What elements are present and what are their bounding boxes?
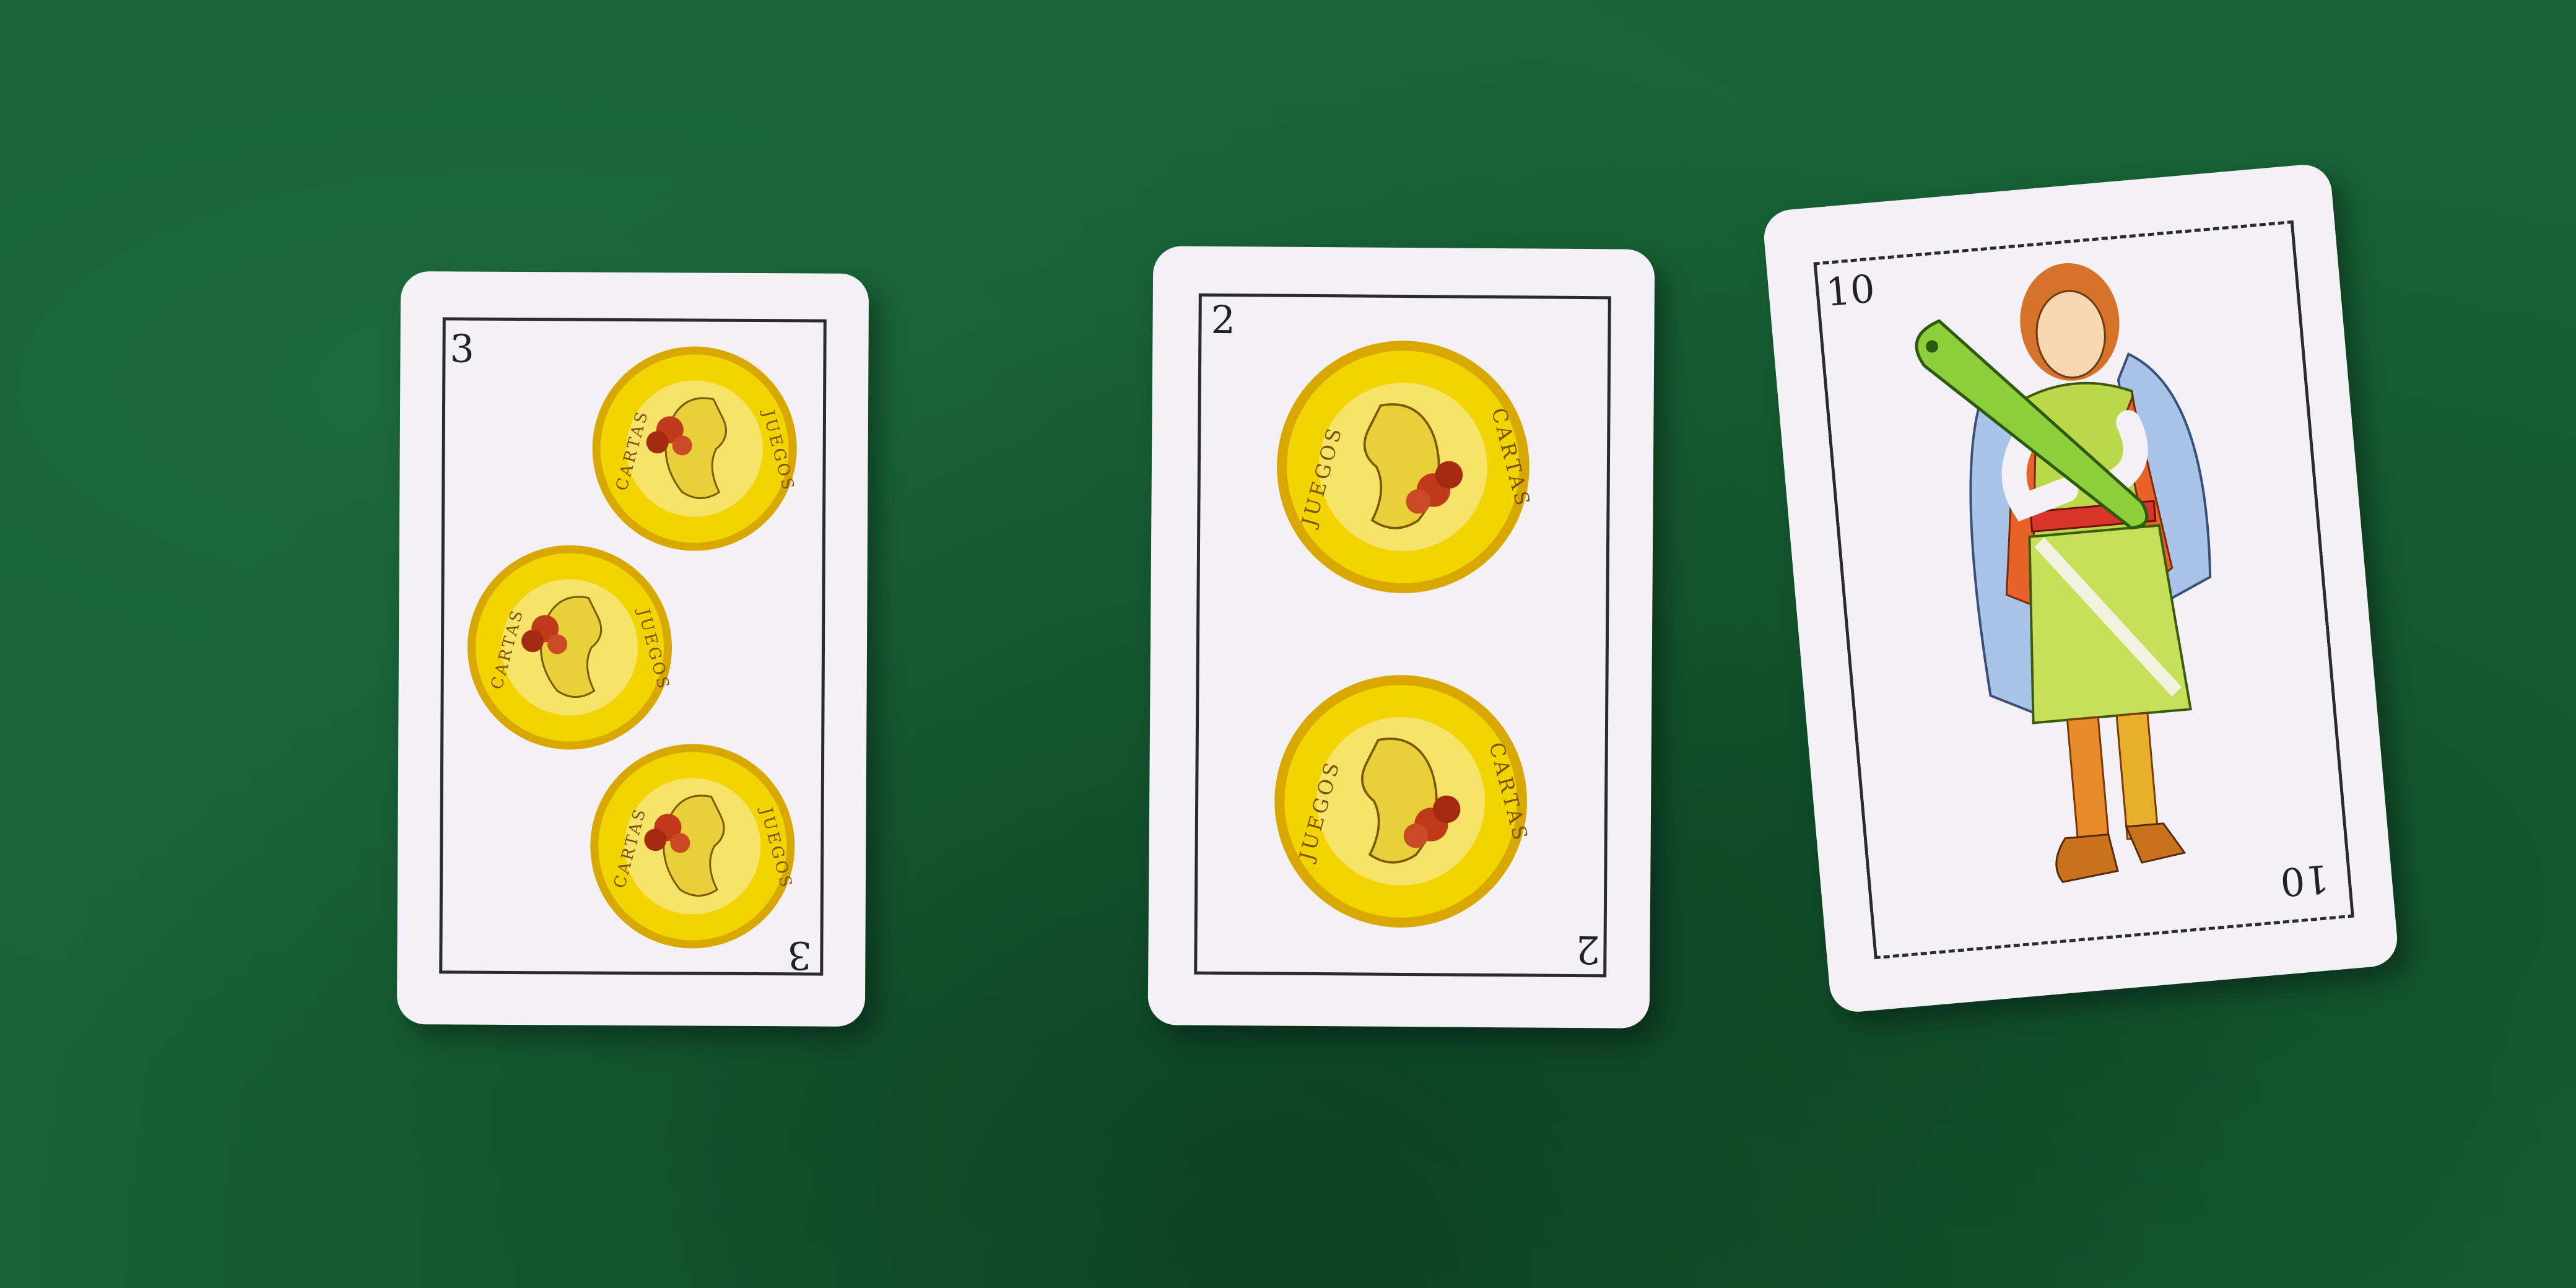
card-index-bottom: 2: [1575, 926, 1601, 973]
coin-pip: JUEGOS CARTAS: [1270, 671, 1533, 933]
card-ten-of-clubs[interactable]: 10 10: [1762, 162, 2400, 1014]
card-index-top: 2: [1211, 297, 1236, 343]
coin-pip: CARTAS JUEGOS: [586, 741, 798, 952]
card-index-top: 3: [450, 326, 475, 372]
card-three-of-coins[interactable]: 3 3 CARTAS JUEGOS CARTAS JUEGOS: [396, 271, 869, 1027]
coin-pip: CARTAS JUEGOS: [589, 343, 801, 555]
coin-pip: CARTAS JUEGOS: [464, 542, 676, 754]
coin-pip: JUEGOS CARTAS: [1272, 336, 1535, 598]
card-two-of-coins[interactable]: 2 2 JUEGOS CARTAS JUEGOS CARTAS: [1147, 246, 1655, 1029]
sota-figure-illustration: [1859, 226, 2301, 944]
